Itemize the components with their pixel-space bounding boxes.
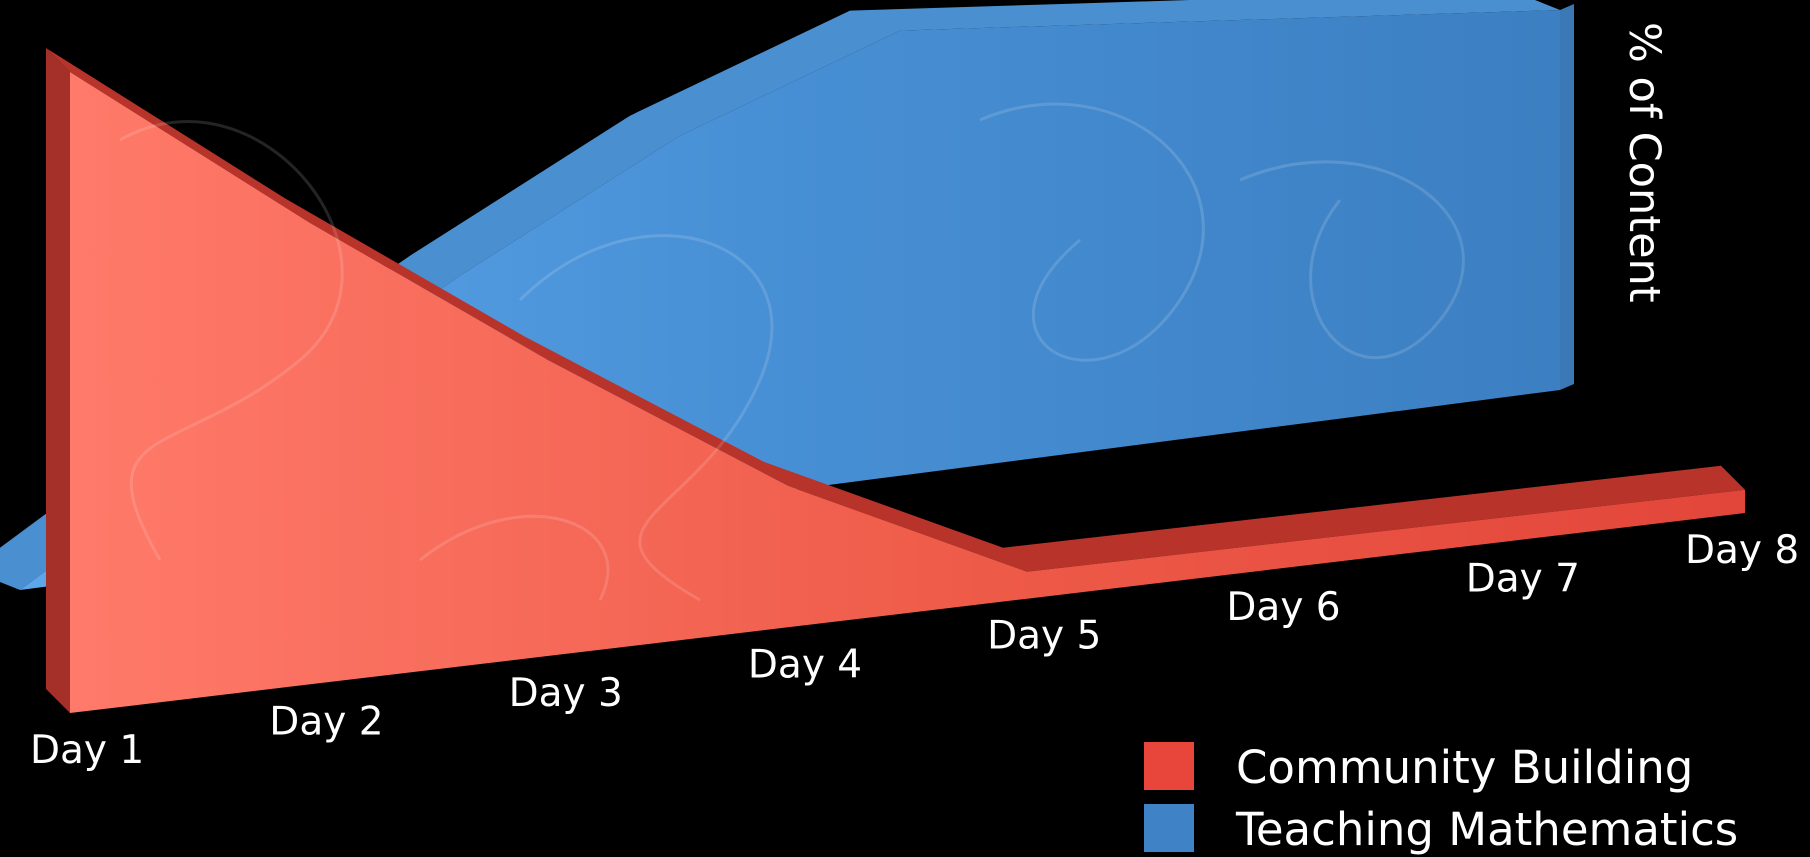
x-tick-label: Day 6 — [1226, 585, 1340, 630]
legend-swatch-teaching-mathematics — [1144, 804, 1194, 852]
legend-label-community-building: Community Building — [1236, 741, 1693, 794]
y-axis-label: % of Content — [1619, 22, 1669, 303]
legend-swatch-community-building — [1144, 742, 1194, 790]
series-community-building-side-face — [46, 48, 70, 713]
x-axis: Day 1 Day 2 Day 3 Day 4 Day 5 Day 6 Day 7 Day 8 — [30, 528, 1799, 773]
x-tick-label: Day 3 — [509, 671, 623, 716]
x-tick-label: Day 4 — [748, 642, 862, 687]
x-tick-label: Day 5 — [987, 614, 1101, 659]
x-tick-label: Day 8 — [1685, 528, 1799, 573]
legend: Community Building Teaching Mathematics — [1144, 741, 1738, 856]
x-tick-label: Day 2 — [269, 699, 383, 744]
series-teaching-mathematics-side-face — [1560, 4, 1574, 390]
series-community-building-area — [70, 72, 1745, 713]
legend-label-teaching-mathematics: Teaching Mathematics — [1235, 803, 1738, 856]
x-tick-label: Day 7 — [1466, 557, 1580, 602]
swirl-pattern — [119, 102, 1465, 602]
series-community-building — [46, 48, 1745, 713]
x-tick-label: Day 1 — [30, 728, 144, 773]
